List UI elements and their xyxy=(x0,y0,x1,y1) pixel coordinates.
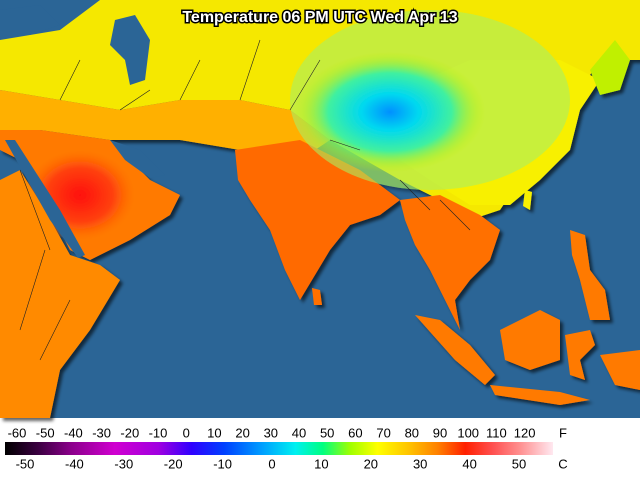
celsius-label: 0 xyxy=(268,456,275,471)
fahrenheit-label: 20 xyxy=(235,425,249,440)
fahrenheit-label: 30 xyxy=(264,425,278,440)
fahrenheit-label: 40 xyxy=(292,425,306,440)
korea xyxy=(590,40,630,95)
fahrenheit-label: 90 xyxy=(433,425,447,440)
se-asia xyxy=(400,195,500,330)
red-sea xyxy=(5,140,85,258)
philippines xyxy=(570,230,610,320)
fahrenheit-label: -50 xyxy=(36,425,55,440)
black-sea xyxy=(0,5,60,35)
new-guinea xyxy=(600,350,640,390)
fahrenheit-label: -30 xyxy=(92,425,111,440)
celsius-label: -30 xyxy=(114,456,133,471)
borneo xyxy=(500,310,560,370)
caspian-sea xyxy=(110,15,150,85)
map-title: Temperature 06 PM UTC Wed Apr 13 xyxy=(182,9,457,26)
fahrenheit-label: 50 xyxy=(320,425,334,440)
fahrenheit-label: 120 xyxy=(514,425,536,440)
borders xyxy=(19,39,471,361)
celsius-label: 50 xyxy=(512,456,526,471)
map-area xyxy=(0,0,640,418)
celsius-label: 30 xyxy=(413,456,427,471)
africa xyxy=(0,170,120,418)
f-unit: F xyxy=(559,425,567,440)
fahrenheit-label: 0 xyxy=(183,425,190,440)
orange-middle xyxy=(0,90,330,160)
celsius-label: 40 xyxy=(462,456,476,471)
celsius-label: 10 xyxy=(314,456,328,471)
fahrenheit-label: -40 xyxy=(64,425,83,440)
fahrenheit-label: -20 xyxy=(120,425,139,440)
c-unit: C xyxy=(558,456,567,471)
india xyxy=(235,140,400,300)
sumatra xyxy=(415,315,495,385)
celsius-label: 20 xyxy=(364,456,378,471)
fahrenheit-label: 110 xyxy=(486,425,507,440)
sri-lanka xyxy=(312,288,322,305)
celsius-label: -40 xyxy=(65,456,84,471)
celsius-label: -10 xyxy=(213,456,232,471)
fahrenheit-label: -60 xyxy=(8,425,27,440)
taiwan xyxy=(523,190,532,210)
fahrenheit-label: 80 xyxy=(405,425,419,440)
color-legend: F C -60 -50 -40 -30 -20 -10 0 10 20 30 40 50 60 70 80 9… xyxy=(5,425,568,471)
celsius-label: -20 xyxy=(164,456,183,471)
color-scale xyxy=(5,442,553,455)
fahrenheit-label: 10 xyxy=(207,425,221,440)
persian-gulf xyxy=(110,140,165,178)
cold-spot xyxy=(295,52,485,172)
sulawesi xyxy=(565,330,595,380)
fahrenheit-label: -10 xyxy=(149,425,168,440)
fahrenheit-label: 100 xyxy=(457,425,479,440)
fahrenheit-label: 60 xyxy=(348,425,362,440)
fahrenheit-label: 70 xyxy=(376,425,390,440)
java xyxy=(490,385,590,405)
celsius-label: -50 xyxy=(16,456,35,471)
